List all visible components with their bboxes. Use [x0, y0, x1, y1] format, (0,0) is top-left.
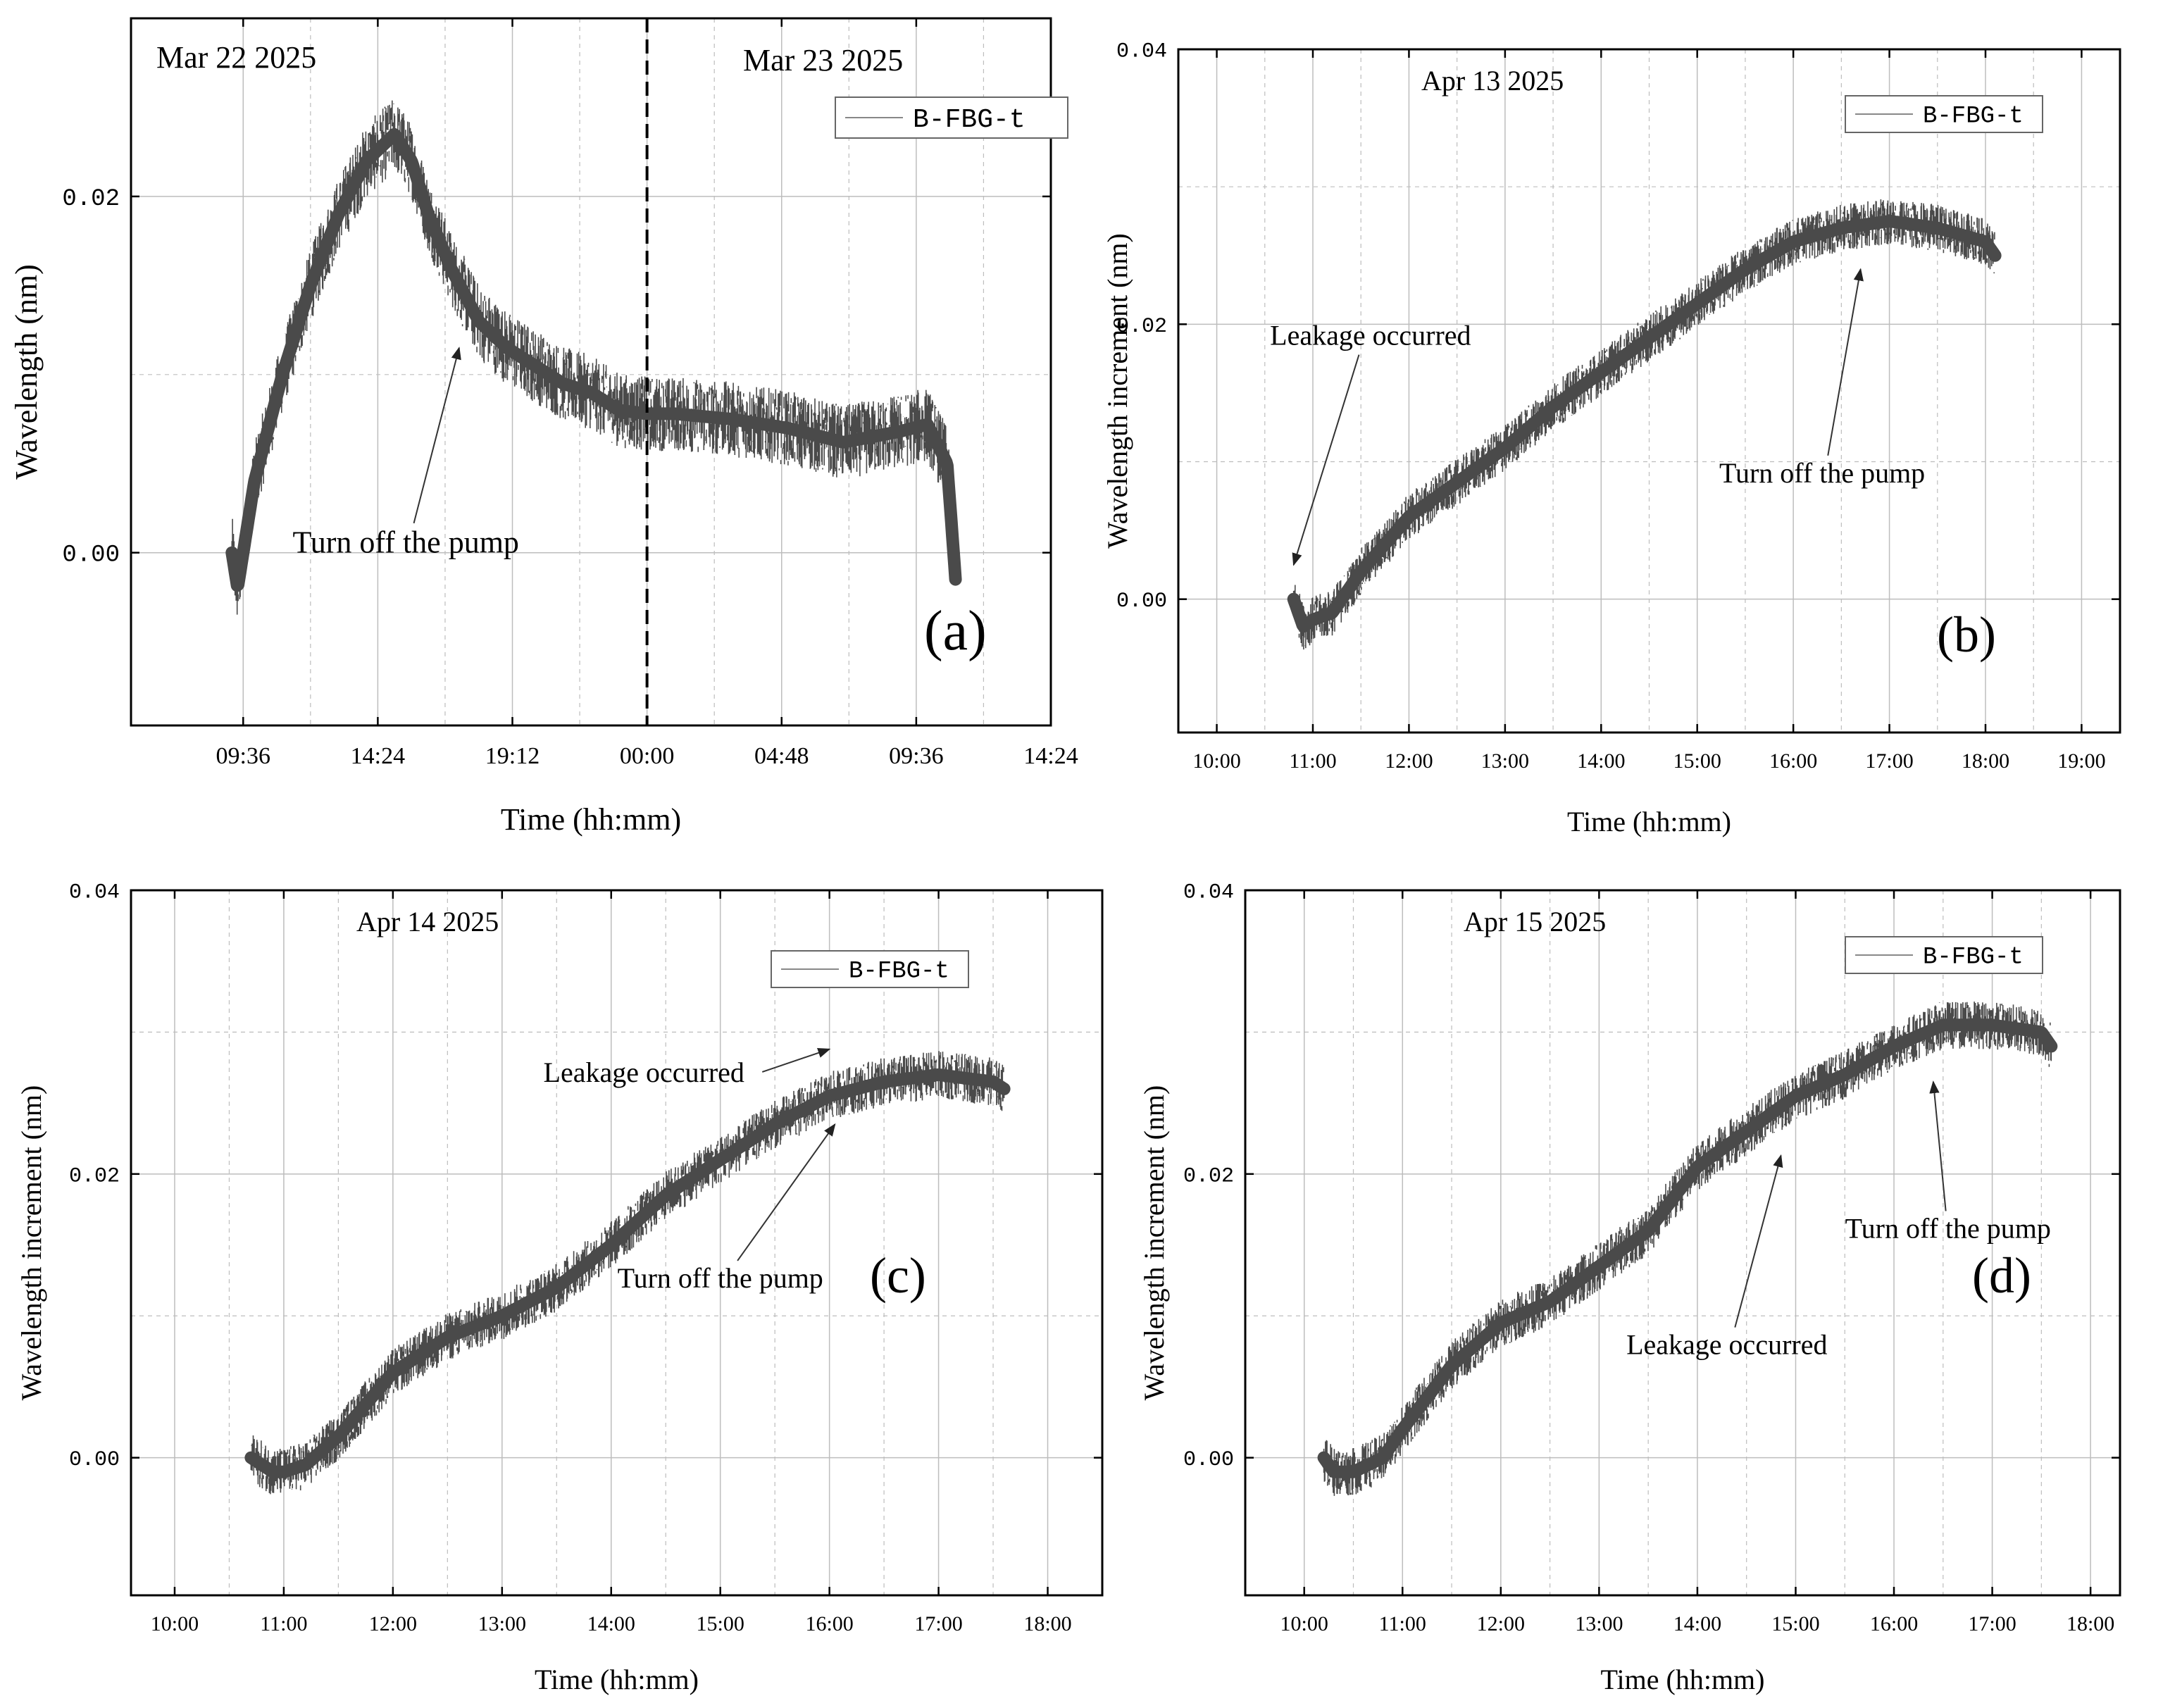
plot-frame — [1244, 889, 2121, 1597]
panel-label: (a) — [924, 600, 987, 662]
annotation-arrow — [1929, 1080, 1947, 1211]
annotation-arrow — [413, 347, 461, 524]
x-tick-label: 09:36 — [889, 743, 943, 769]
x-tick-label: 15:00 — [1673, 749, 1721, 773]
annotation-arrow — [1292, 354, 1360, 566]
plot-frame — [130, 889, 1104, 1597]
y-axis-label: Wavelength increment (nm) — [1138, 1085, 1170, 1401]
x-tick-label: 11:00 — [1379, 1612, 1426, 1635]
y-tick-label: 0.00 — [1116, 590, 1167, 613]
y-tick-label: 0.02 — [1116, 315, 1167, 339]
x-axis-label: Time (hh:mm) — [501, 802, 681, 837]
y-axis-label: Wavelength (nm) — [9, 264, 44, 480]
date-label: Apr 14 2025 — [356, 906, 499, 937]
x-axis-label: Time (hh:mm) — [1567, 806, 1731, 837]
panel-label: (d) — [1972, 1247, 2031, 1304]
chart-panel-c: 10:00 11:00 12:00 13:00 14:00 15:00 16:00 17:00… — [15, 881, 1104, 1695]
annotation-label: Turn off the pump — [1719, 457, 1925, 489]
x-tick-label: 14:24 — [1023, 743, 1078, 769]
annotation-label: Turn off the pump — [1845, 1212, 2051, 1244]
y-tick-label: 0.02 — [1183, 1164, 1234, 1188]
annotation-label: Leakage occurred — [544, 1056, 744, 1088]
legend: B-FBG-t — [771, 950, 969, 988]
x-tick-label: 12:00 — [369, 1612, 417, 1635]
annotation-arrow — [761, 1047, 831, 1073]
x-tick-label: 11:00 — [1289, 749, 1336, 773]
x-tick-label: 14:00 — [1577, 749, 1625, 773]
chart-panel-a: 09:36 14:24 19:12 00:00 04:48 09:36 14:24 0.00 0… — [9, 17, 1078, 837]
series-line-B-FBG-t — [1287, 215, 2002, 633]
x-tick-label: 18:00 — [1962, 749, 2009, 773]
x-tick-label: 19:12 — [485, 743, 540, 769]
y-tick-label: 0.04 — [1116, 40, 1167, 64]
x-tick-label: 00:00 — [620, 743, 674, 769]
date-label: Mar 22 2025 — [156, 40, 316, 75]
legend: B-FBG-t — [835, 96, 1068, 139]
x-tick-label: 09:36 — [216, 743, 270, 769]
annotation-arrow — [1827, 268, 1864, 456]
x-tick-label: 19:00 — [2057, 749, 2105, 773]
series-line-B-FBG-t — [1317, 1018, 2058, 1478]
y-tick-label: 0.04 — [69, 881, 120, 905]
x-axis-label: Time (hh:mm) — [1601, 1664, 1765, 1695]
chart-panel-b: 10:00 11:00 12:00 13:00 14:00 15:00 16:00 17:00… — [1102, 40, 2121, 837]
annotation-label: Turn off the pump — [618, 1262, 823, 1294]
panel-label: (c) — [870, 1247, 926, 1304]
x-tick-label: 04:48 — [754, 743, 809, 769]
series-line-B-FBG-t — [225, 127, 962, 592]
x-tick-label: 10:00 — [1192, 749, 1240, 773]
y-tick-label: 0.02 — [62, 186, 120, 213]
date-label: Apr 15 2025 — [1464, 906, 1606, 937]
legend-label: B-FBG-t — [1923, 944, 2024, 971]
y-axis-label: Wavelength increment (nm) — [1102, 233, 1133, 549]
x-axis-label: Time (hh:mm) — [535, 1664, 699, 1695]
chart-panel-d: 10:00 11:00 12:00 13:00 14:00 15:00 16:00 17:00… — [1138, 881, 2121, 1695]
x-tick-label: 13:00 — [1481, 749, 1529, 773]
x-tick-label: 12:00 — [1477, 1612, 1525, 1635]
x-tick-label: 16:00 — [1870, 1612, 1918, 1635]
x-tick-label: 15:00 — [1771, 1612, 1819, 1635]
legend-label: B-FBG-t — [913, 105, 1025, 135]
panel-label: (b) — [1937, 606, 1996, 663]
x-tick-label: 16:00 — [1769, 749, 1817, 773]
date-label: Mar 23 2025 — [743, 43, 903, 77]
annotation-arrow — [1734, 1154, 1783, 1328]
legend-box — [771, 950, 969, 988]
x-tick-label: 18:00 — [2066, 1612, 2114, 1635]
legend-label: B-FBG-t — [1923, 103, 2024, 130]
annotation-label: Turn off the pump — [292, 525, 518, 560]
legend-label: B-FBG-t — [849, 958, 949, 985]
legend: B-FBG-t — [1845, 936, 2043, 974]
y-tick-label: 0.00 — [62, 542, 120, 569]
y-tick-label: 0.04 — [1183, 881, 1234, 905]
x-tick-label: 16:00 — [805, 1612, 853, 1635]
x-tick-label: 15:00 — [697, 1612, 744, 1635]
annotation-label: Leakage occurred — [1626, 1329, 1827, 1361]
x-tick-label: 14:00 — [587, 1612, 635, 1635]
x-tick-label: 17:00 — [914, 1612, 962, 1635]
y-tick-label: 0.00 — [69, 1448, 120, 1472]
x-tick-label: 18:00 — [1023, 1612, 1071, 1635]
x-tick-label: 13:00 — [1575, 1612, 1623, 1635]
x-tick-label: 12:00 — [1385, 749, 1433, 773]
x-tick-label: 17:00 — [1968, 1612, 2016, 1635]
x-tick-label: 17:00 — [1865, 749, 1913, 773]
series-line-B-FBG-t — [244, 1068, 1011, 1478]
x-tick-label: 14:00 — [1673, 1612, 1721, 1635]
annotation-label: Leakage occurred — [1270, 320, 1471, 351]
y-tick-label: 0.00 — [1183, 1448, 1234, 1472]
x-tick-label: 13:00 — [478, 1612, 526, 1635]
y-axis-label: Wavelength increment (nm) — [15, 1085, 47, 1401]
plot-frame — [130, 17, 1052, 727]
legend: B-FBG-t — [1845, 95, 2043, 133]
x-tick-label: 14:24 — [351, 743, 405, 769]
x-tick-label: 10:00 — [1280, 1612, 1328, 1635]
y-tick-label: 0.02 — [69, 1164, 120, 1188]
date-label: Apr 13 2025 — [1421, 65, 1564, 96]
x-tick-label: 10:00 — [151, 1612, 199, 1635]
annotation-arrow — [737, 1123, 836, 1261]
plot-frame — [1177, 48, 2121, 734]
x-tick-label: 11:00 — [260, 1612, 307, 1635]
